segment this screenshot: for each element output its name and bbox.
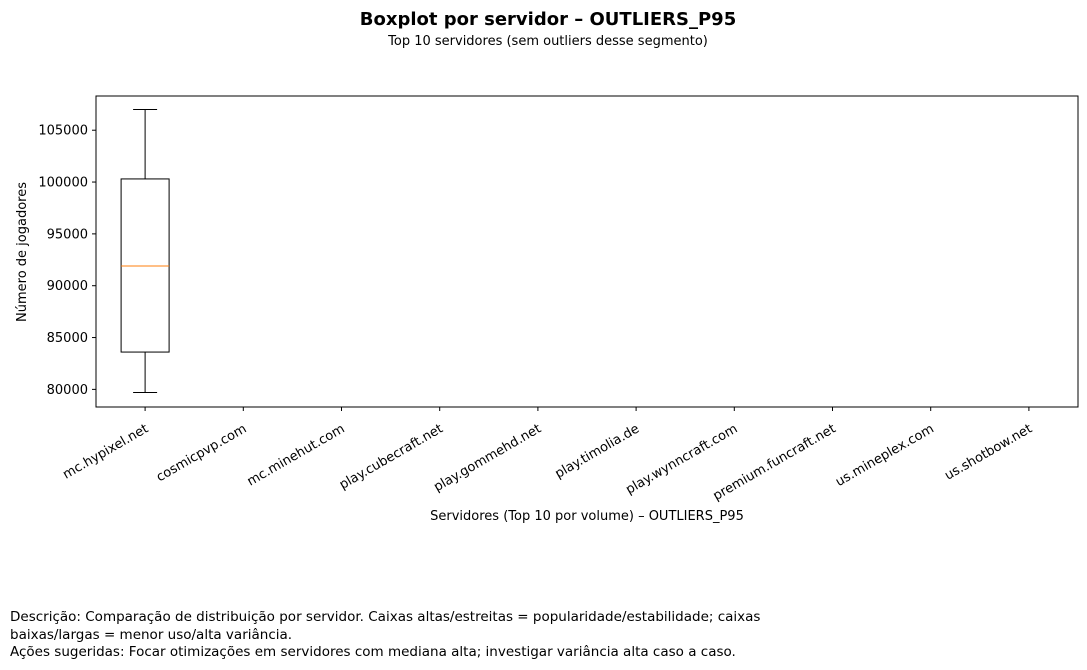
x-tick-label: mc.minehut.com (245, 421, 348, 489)
x-tick-label: us.shotbow.net (942, 421, 1035, 483)
y-tick-label: 95000 (47, 227, 88, 242)
footer-actions: Ações sugeridas: Focar otimizações em se… (10, 644, 736, 660)
y-tick-label: 85000 (47, 331, 88, 346)
y-tick-label: 80000 (47, 383, 88, 398)
x-tick-label: mc.hypixel.net (60, 421, 151, 482)
footer-description: Descrição: Comparação de distribuição po… (10, 609, 761, 643)
x-axis: mc.hypixel.net cosmicpvp.commc.minehut.co… (60, 407, 1035, 504)
x-tick-label: play.cubecraft.net (337, 421, 446, 492)
x-tick-label: play.gommehd.net (431, 421, 544, 495)
y-tick-label: 105000 (38, 124, 88, 139)
y-tick-label: 90000 (47, 279, 88, 294)
plot-frame (95, 95, 1079, 408)
y-axis-label: Número de jogadores (15, 182, 30, 322)
y-tick-label: 100000 (38, 176, 88, 191)
chart-title: Boxplot por servidor – OUTLIERS_P95 (360, 9, 736, 30)
x-axis-label: Servidores (Top 10 por volume) – OUTLIER… (430, 509, 744, 524)
y-axis: 80000 85000 90000 95000 100000 105000 (38, 124, 96, 398)
boxes-group (120, 108, 170, 393)
x-tick-label: us.mineplex.com (833, 421, 937, 489)
x-tick-label: play.timolia.de (553, 421, 643, 481)
x-tick-label: cosmicpvp.com (154, 421, 249, 485)
box-mc.hypixel.net (120, 108, 170, 393)
box-iqr (120, 178, 170, 353)
chart-subtitle: Top 10 servidores (sem outliers desse se… (387, 34, 708, 49)
